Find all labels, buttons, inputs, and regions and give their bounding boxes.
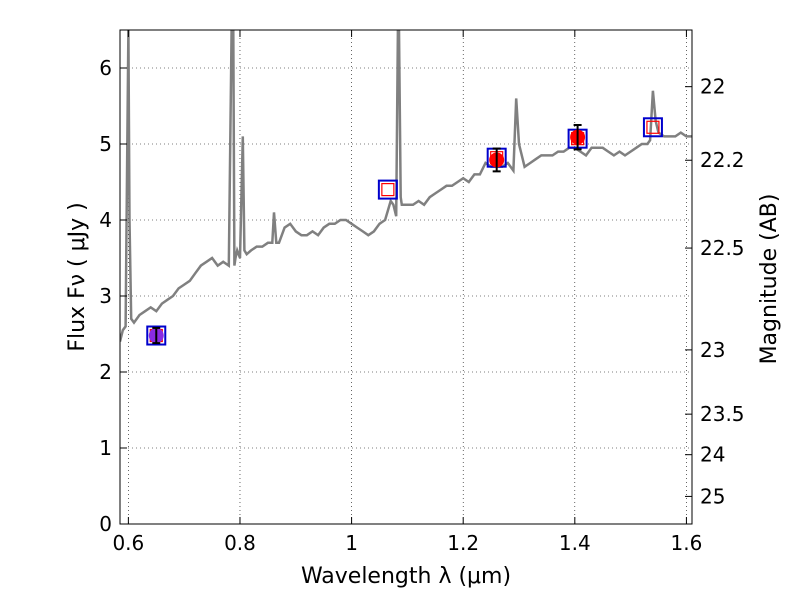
y-tick-label: 1: [99, 436, 112, 460]
x-tick-label: 1.6: [671, 531, 703, 555]
spectrum-layer: [120, 30, 692, 342]
model-marker-inner: [646, 120, 660, 134]
photometry-markers: [146, 117, 663, 346]
axis-ticks: 0.6 0.8 1 1.2 1.4 1.601234562222.222.52323.52…: [99, 30, 745, 555]
model-marker-outer: [642, 117, 663, 138]
y-tick-label: 6: [99, 56, 112, 80]
y2-axis-label: Magnitude (AB): [757, 194, 782, 365]
y2-tick-label: 23: [700, 338, 725, 362]
model-marker-outer: [146, 325, 167, 346]
x-tick-label: 1.2: [447, 531, 479, 555]
model-marker-outer: [377, 179, 398, 200]
y-tick-label: 2: [99, 360, 112, 384]
y2-tick-label: 22.5: [700, 236, 745, 260]
plot-frame: [119, 29, 693, 525]
y2-tick-label: 24: [700, 443, 725, 467]
y-tick-label: 4: [99, 208, 112, 232]
x-tick-label: 1.4: [559, 531, 591, 555]
y2-tick-label: 25: [700, 484, 725, 508]
y-tick-label: 3: [99, 284, 112, 308]
y-axis-label: Flux Fν ( μJy ): [65, 202, 90, 351]
x-tick-label: 0.8: [224, 531, 256, 555]
x-axis-label: Wavelength λ (μm): [301, 564, 511, 589]
y-tick-label: 0: [99, 512, 112, 536]
x-tick-label: 1: [345, 531, 358, 555]
spectrum-line: [120, 30, 692, 342]
y2-tick-label: 22: [700, 75, 725, 99]
grid-lines: [120, 30, 692, 525]
y-tick-label: 5: [99, 132, 112, 156]
y2-tick-label: 22.2: [700, 148, 745, 172]
y2-tick-label: 23.5: [700, 402, 745, 426]
x-tick-label: 0.6: [112, 531, 144, 555]
model-marker-inner: [381, 183, 395, 197]
